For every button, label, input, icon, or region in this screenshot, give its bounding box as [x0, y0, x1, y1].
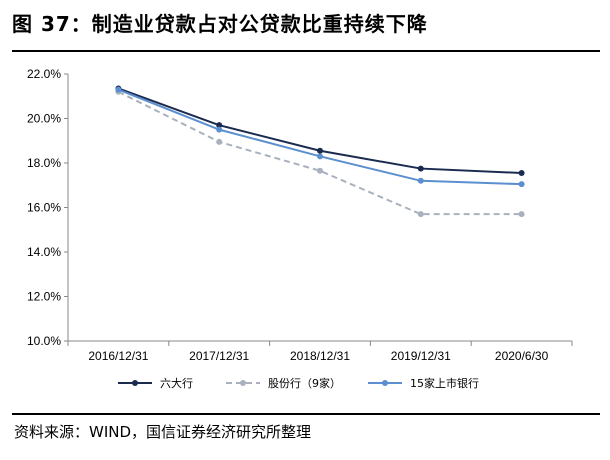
chart-legend: 六大行 股份行（9家） 15家上市银行: [118, 376, 479, 390]
legend-label: 六大行: [160, 376, 193, 390]
series-1-point: [216, 122, 223, 129]
y-tick-label: 14.0%: [27, 245, 61, 259]
chart-series: [115, 85, 525, 218]
y-tick-label: 10.0%: [27, 334, 61, 348]
x-tick-label: 2016/12/31: [88, 349, 148, 363]
series-3-point: [518, 181, 525, 188]
legend-item-3: 15家上市银行: [368, 376, 479, 390]
title-divider: [12, 50, 600, 52]
chart-title: 图 37：制造业贷款占对公贷款比重持续下降: [12, 12, 428, 36]
legend-item-2: 股份行（9家）: [226, 376, 341, 390]
x-tick-label: 2017/12/31: [189, 349, 249, 363]
legend-label: 15家上市银行: [410, 376, 479, 390]
series-2-point: [317, 167, 323, 174]
series-2-point: [417, 211, 424, 218]
source-note: 资料来源：WIND，国信证券经济研究所整理: [14, 423, 312, 441]
series-3-point: [317, 153, 323, 160]
series-1-point: [417, 165, 424, 172]
y-tick-label: 22.0%: [27, 67, 61, 81]
legend-marker: [132, 380, 138, 386]
y-tick-label: 18.0%: [27, 156, 61, 170]
series-line-1: [118, 87, 522, 175]
y-tick-label: 12.0%: [27, 290, 61, 304]
chart-axes: 10.0% 12.0% 14.0% 16.0% 18.0% 20.0% 22.0% 2016/…: [27, 67, 573, 363]
legend-item-1: 六大行: [118, 376, 193, 390]
series-3-point: [115, 86, 122, 93]
series-1-point: [317, 147, 323, 154]
series-2-point: [216, 138, 223, 145]
x-tick-label: 2020/6/30: [495, 349, 549, 363]
x-tick-label: 2019/12/31: [391, 349, 451, 363]
series-3-point: [216, 126, 223, 133]
line-chart: 10.0% 12.0% 14.0% 16.0% 18.0% 20.0% 22.0% 2016/…: [27, 67, 573, 390]
y-tick-label: 16.0%: [27, 201, 61, 215]
legend-marker: [382, 380, 388, 386]
legend-label: 股份行（9家）: [268, 376, 341, 390]
series-line-2: [117, 90, 522, 216]
series-1-point: [518, 170, 525, 177]
series-2-point: [518, 211, 525, 218]
x-tick-label: 2018/12/31: [290, 349, 350, 363]
y-tick-label: 20.0%: [27, 112, 61, 126]
legend-marker: [240, 380, 246, 386]
source-divider: [12, 413, 600, 415]
series-3-point: [417, 177, 424, 184]
